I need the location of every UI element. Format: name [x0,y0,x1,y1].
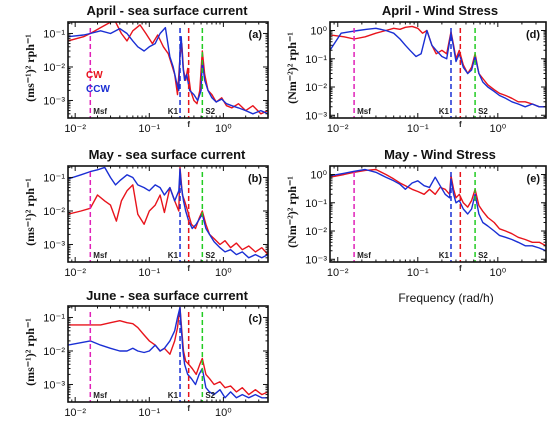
panel-e-xtick-label: 10⁻¹ [407,267,429,279]
panel-b-vline-label-k1: K1 [168,251,179,260]
panel-b-vline-label-f: f [187,264,190,273]
panel-e-xtick-label: 10⁰ [489,267,506,279]
panel-a-series [68,22,268,115]
panel-c-background [68,306,268,402]
panel-b-xtick-label: 10⁻² [64,267,86,279]
panel-c-ytick-label: 10⁻² [43,346,65,358]
panel-b-xtick-label: 10⁰ [215,267,232,279]
panel-e-ytick-label: 10⁰ [310,170,327,182]
panel-a-line-ccw [68,26,268,115]
panel-c: June - sea surface current (ms⁻¹)² rph⁻¹… [23,288,269,419]
panel-c-line-ccw [68,306,268,399]
panel-a-title: April - sea surface current [86,3,248,18]
panel-d-vline-label-f: f [459,120,462,129]
panel-e-line-cw [330,168,546,247]
panel-d-vline-label-s2: S2 [478,107,488,116]
panel-d-ytick-label: 10⁻¹ [305,54,327,66]
panel-b-background [68,166,268,262]
panel-c-ytick-label: 10⁻³ [43,379,65,391]
panel-b-line-cw [68,166,268,256]
panel-d-ytick-label: 10⁻³ [305,110,327,122]
panel-a-label: (a) [249,29,263,41]
panel-c-plot: Msf K1 f S2 10⁻² 10⁻¹ 10⁰ 10⁻³ 10⁻² 10⁻¹ (c) [43,305,269,419]
panel-d-ylabel: (Nm⁻²)² rph⁻¹ [285,32,299,104]
panel-a-xtick-label: 10⁻² [64,123,86,135]
panel-d-title: April - Wind Stress [382,3,498,18]
panel-e-vline-label-f: f [459,264,462,273]
panel-a-ytick-label: 10⁻² [43,62,65,74]
panel-d-xtick-label: 10⁻² [327,123,349,135]
panel-b-label: (b) [248,173,262,185]
panel-e-ytick-label: 10⁻³ [305,254,327,266]
panel-c-ylabel: (ms⁻¹)² rph⁻¹ [23,318,37,386]
panel-c-vline-label-k1: K1 [168,391,179,400]
panel-e-label: (e) [527,173,541,185]
panel-d-background [330,22,546,118]
panel-b-ytick-label: 10⁻¹ [43,172,65,184]
panel-a-vline-label-s2: S2 [205,107,215,116]
panel-e-line-ccw [330,168,546,252]
panel-a-vline-label-f: f [187,120,190,129]
panel-d-ytick-label: 10⁻² [305,82,327,94]
panel-c-xtick-label: 10⁻² [64,407,86,419]
panel-e-vline-label-msf: Msf [357,251,371,260]
panel-c-vline-label-msf: Msf [93,391,107,400]
panel-e-vline-label-k1: K1 [439,251,450,260]
panel-a-background [68,22,268,118]
panel-e-background [330,166,546,262]
panel-b: May - sea surface current (ms⁻¹)² rph⁻¹ … [23,147,269,279]
panel-c-vline-label-f: f [187,404,190,413]
panel-a-ytick-label: 10⁻³ [43,95,65,107]
panel-d-series [330,25,546,108]
panel-c-xtick-label: 10⁻¹ [138,407,160,419]
panel-b-ylabel: (ms⁻¹)² rph⁻¹ [23,178,37,246]
panel-c-xtick-label: 10⁰ [215,407,232,419]
panel-d-vline-label-k1: K1 [439,107,450,116]
panel-b-plot: Msf K1 f S2 10⁻² 10⁻¹ 10⁰ 10⁻³ 10⁻² 10⁻¹ (b) [43,165,269,279]
panel-a-plot: Msf K1 f S2 10⁻² 10⁻¹ 10⁰ 10⁻³ 10⁻² 10⁻¹ (a) CW CCW [43,21,269,135]
panel-e-ytick-label: 10⁻² [305,226,327,238]
panel-a-ylabel: (ms⁻¹)² rph⁻¹ [23,34,37,102]
panel-d-ytick-label: 10⁰ [310,26,327,38]
panel-c-series [68,306,268,399]
panel-b-vline-label-msf: Msf [93,251,107,260]
panel-d-xtick-label: 10⁰ [489,123,506,135]
panel-d-vline-label-msf: Msf [357,107,371,116]
panel-e-xtick-label: 10⁻² [327,267,349,279]
panel-a-xtick-label: 10⁻¹ [138,123,160,135]
panel-a-xtick-label: 10⁰ [215,123,232,135]
panel-e-ytick-label: 10⁻¹ [305,198,327,210]
panel-b-title: May - sea surface current [89,147,246,162]
panel-e: May - Wind Stress (Nm⁻²)² rph⁻¹ Msf K1 f S2… [285,147,547,279]
panel-e-series [330,168,546,252]
panel-b-xtick-label: 10⁻¹ [138,267,160,279]
panel-b-ytick-label: 10⁻³ [43,239,65,251]
panel-c-title: June - sea surface current [86,288,249,303]
panel-e-vline-label-s2: S2 [478,251,488,260]
frequency-xlabel: Frequency (rad/h) [398,291,493,305]
panel-a-legend-cw: CW [86,70,103,81]
panel-a: April - sea surface current (ms⁻¹)² rph⁻… [23,3,269,135]
panel-d-label: (d) [526,29,540,41]
panel-a-vline-label-msf: Msf [93,107,107,116]
panel-b-ytick-label: 10⁻² [43,206,65,218]
panel-e-ylabel: (Nm⁻²)² rph⁻¹ [285,176,299,248]
panel-a-legend-ccw: CCW [86,84,110,95]
panel-a-vline-label-k1: K1 [168,107,179,116]
panel-d: April - Wind Stress (Nm⁻²)² rph⁻¹ Msf K1 f… [285,3,547,135]
panel-a-ytick-label: 10⁻¹ [43,28,65,40]
panel-c-ytick-label: 10⁻¹ [43,312,65,324]
panel-b-vline-label-s2: S2 [205,251,215,260]
panel-c-label: (c) [249,313,263,325]
panel-d-line-ccw [330,27,546,108]
panel-c-vline-label-s2: S2 [205,391,215,400]
panel-e-title: May - Wind Stress [384,147,496,162]
panel-d-xtick-label: 10⁻¹ [407,123,429,135]
